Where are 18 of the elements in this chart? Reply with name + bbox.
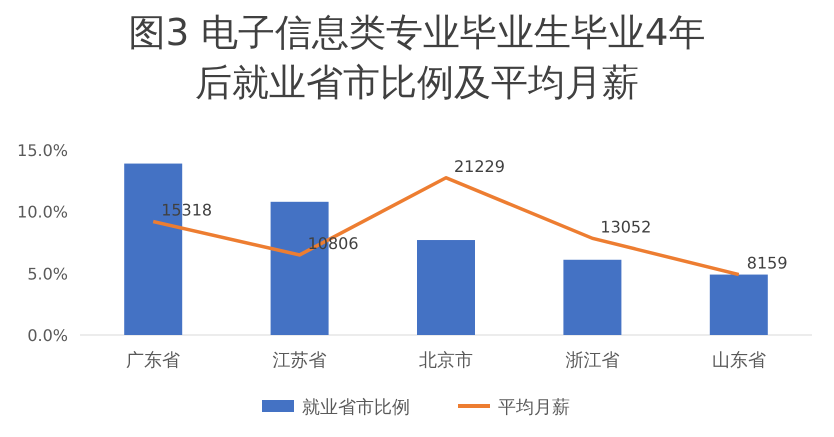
data-label: 21229: [454, 156, 505, 176]
data-label: 13052: [600, 217, 652, 236]
y-tick-label: 15.0%: [17, 141, 68, 160]
bar: [563, 260, 622, 335]
x-tick-label: 浙江省: [565, 350, 620, 371]
legend-label: 就业省市比例: [302, 397, 410, 418]
x-tick-label: 北京市: [419, 350, 473, 371]
bar: [710, 274, 768, 335]
y-tick-label: 0.0%: [27, 326, 68, 345]
y-tick-label: 10.0%: [17, 202, 68, 222]
x-tick-label: 山东省: [712, 350, 766, 371]
y-tick-label: 5.0%: [27, 264, 68, 284]
x-tick-label: 江苏省: [272, 350, 327, 371]
data-label: 8159: [746, 254, 788, 273]
x-tick-label: 广东省: [126, 350, 180, 371]
bar: [417, 240, 475, 335]
chart-title: 图3 电子信息类专业毕业生毕业4年后就业省市比例及平均月薪: [128, 10, 706, 106]
legend-label: 平均月薪: [498, 397, 570, 418]
